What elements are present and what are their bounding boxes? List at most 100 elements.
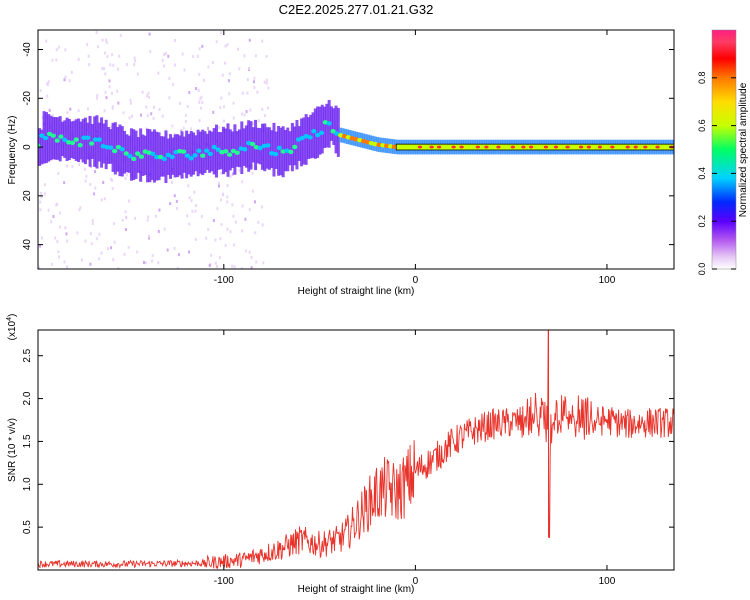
noise-speck: [104, 51, 107, 55]
noise-speck: [175, 199, 178, 203]
noise-speck: [173, 63, 176, 67]
noise-speck: [232, 101, 235, 105]
spectral-peak: [249, 141, 256, 147]
noise-speck: [248, 250, 251, 254]
noise-speck: [45, 39, 48, 43]
noise-speck: [70, 70, 73, 74]
spectral-band: [97, 122, 101, 162]
noise-speck: [253, 86, 256, 90]
carrier-peak: [496, 145, 501, 149]
noise-speck: [226, 184, 229, 188]
spectral-peak: [89, 141, 95, 146]
noise-speck: [228, 72, 231, 76]
noise-speck: [58, 255, 61, 259]
spectral-peak: [92, 137, 99, 142]
spectral-peak: [330, 129, 336, 134]
carrier-peak: [565, 145, 570, 149]
spectral-peak: [43, 135, 49, 141]
spectral-peak: [207, 151, 214, 157]
noise-speck: [214, 261, 217, 265]
noise-speck: [84, 179, 87, 183]
noise-speck: [108, 85, 111, 89]
noise-speck: [55, 58, 58, 62]
noise-speck: [111, 53, 114, 57]
noise-speck: [233, 243, 236, 247]
noise-speck: [218, 184, 221, 188]
spectral-band: [113, 122, 117, 175]
noise-speck: [180, 129, 183, 133]
bottom-x-tick-label: -100: [214, 576, 234, 587]
noise-speck: [125, 173, 128, 177]
noise-speck: [256, 90, 259, 94]
noise-speck: [260, 205, 263, 209]
noise-speck: [100, 251, 103, 255]
spectral-peak: [39, 133, 45, 138]
spectral-band: [325, 103, 329, 148]
spectral-peak: [230, 148, 236, 154]
noise-speck: [197, 88, 200, 92]
noise-speck: [170, 180, 173, 184]
noise-speck: [148, 95, 151, 99]
noise-speck: [231, 264, 234, 268]
spectral-band: [178, 135, 182, 176]
top-y-tick-label: -40: [22, 42, 33, 57]
noise-speck: [224, 44, 227, 48]
noise-speck: [216, 207, 219, 211]
spectral-peak: [165, 152, 171, 158]
spectral-band: [175, 134, 179, 178]
spectral-band: [132, 129, 136, 181]
noise-speck: [243, 54, 246, 58]
noise-speck: [198, 73, 201, 77]
noise-speck: [128, 116, 131, 120]
noise-speck: [94, 170, 97, 174]
noise-speck: [111, 178, 114, 182]
noise-speck: [263, 114, 266, 118]
noise-speck: [55, 203, 58, 207]
spectral-peak: [58, 134, 64, 139]
noise-speck: [65, 232, 68, 236]
snr-background: [38, 330, 674, 570]
spectral-peak: [69, 140, 76, 146]
noise-speck: [142, 261, 145, 265]
noise-speck: [146, 114, 149, 118]
noise-speck: [112, 63, 115, 67]
spectral-peak: [307, 135, 313, 140]
figure-title: C2E2.2025.277.01.21.G32: [279, 2, 434, 17]
spectral-band: [201, 129, 205, 176]
spectral-band: [288, 131, 292, 166]
spectral-band: [49, 115, 53, 161]
noise-speck: [246, 91, 249, 95]
noise-speck: [43, 183, 46, 187]
spectral-band: [148, 129, 152, 183]
snr-frame: [37, 329, 675, 571]
spectral-band: [297, 126, 301, 161]
noise-speck: [148, 234, 151, 238]
noise-speck: [227, 79, 230, 83]
noise-speck: [110, 125, 113, 129]
noise-speck: [250, 266, 253, 269]
noise-speck: [228, 92, 231, 96]
spectral-peak: [104, 145, 110, 150]
noise-speck: [253, 76, 256, 80]
noise-speck: [246, 78, 249, 82]
noise-speck: [243, 113, 246, 117]
noise-speck: [104, 90, 107, 94]
noise-speck: [133, 63, 136, 67]
noise-speck: [104, 38, 107, 42]
spectral-band: [86, 122, 90, 160]
spectral-peak: [272, 151, 279, 157]
noise-speck: [198, 47, 201, 51]
noise-speck: [105, 96, 108, 100]
noise-speck: [210, 253, 213, 257]
spectral-peak: [77, 143, 83, 148]
carrier-peak: [528, 145, 534, 149]
noise-speck: [195, 87, 198, 91]
noise-speck: [38, 266, 41, 269]
top-y-tick-label: 20: [22, 190, 33, 202]
noise-speck: [134, 216, 137, 220]
noise-speck: [254, 231, 257, 235]
spectral-band: [247, 120, 251, 172]
noise-speck: [188, 222, 191, 226]
noise-speck: [236, 47, 239, 51]
spectral-peak: [112, 148, 118, 154]
